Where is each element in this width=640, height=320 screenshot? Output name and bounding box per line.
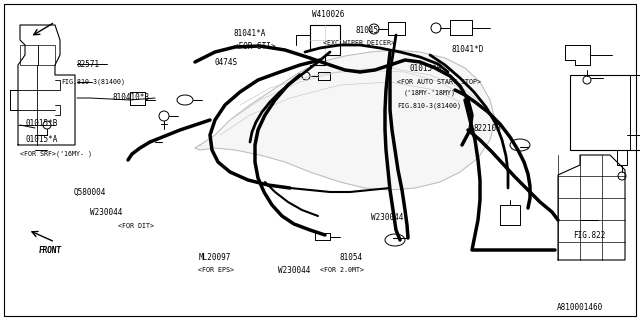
Text: <FOR DIT>: <FOR DIT>	[118, 223, 154, 228]
Text: 01015*B: 01015*B	[26, 119, 58, 128]
Text: 81054: 81054	[339, 253, 362, 262]
Text: W230044: W230044	[371, 213, 404, 222]
Text: ML20097: ML20097	[198, 253, 231, 262]
Bar	[570, 75, 640, 150]
Text: FIG.822: FIG.822	[573, 231, 605, 240]
Text: ('18MY-'18MY): ('18MY-'18MY)	[403, 90, 455, 96]
Text: <EXC.WIPER DEICER>: <EXC.WIPER DEICER>	[323, 40, 396, 46]
Text: 82210B: 82210B	[474, 124, 501, 132]
Polygon shape	[195, 50, 495, 190]
Text: Q580004: Q580004	[74, 188, 106, 196]
Text: 0474S: 0474S	[214, 58, 237, 67]
Text: 82571: 82571	[77, 60, 100, 68]
Bar	[20, 45, 38, 65]
Text: 81041*A: 81041*A	[234, 29, 266, 38]
Text: <FOR AUTO START STOP>: <FOR AUTO START STOP>	[397, 79, 481, 84]
Text: <FOR EPS>: <FOR EPS>	[198, 268, 234, 273]
Text: FRONT: FRONT	[38, 246, 61, 255]
Text: 01015*B: 01015*B	[410, 64, 442, 73]
Text: 81045: 81045	[355, 26, 378, 35]
Text: 01015*A: 01015*A	[26, 135, 58, 144]
Bar	[38, 45, 55, 65]
Text: <FOR STI>: <FOR STI>	[234, 42, 275, 51]
Text: A810001460: A810001460	[557, 303, 603, 312]
Text: FRONT: FRONT	[38, 246, 61, 255]
Bar	[617, 150, 627, 165]
Text: FIG.810-3(81400): FIG.810-3(81400)	[61, 78, 125, 85]
Text: W410026: W410026	[312, 10, 345, 19]
Text: <FOR SRF>('16MY- ): <FOR SRF>('16MY- )	[20, 150, 93, 157]
Text: <FOR 2.0MT>: <FOR 2.0MT>	[320, 268, 364, 273]
Text: W230044: W230044	[90, 208, 122, 217]
Text: 81041*D: 81041*D	[451, 45, 484, 54]
Text: FIG.810-3(81400): FIG.810-3(81400)	[397, 102, 461, 109]
Text: 810410*B: 810410*B	[112, 93, 149, 102]
Text: W230044: W230044	[278, 266, 311, 275]
